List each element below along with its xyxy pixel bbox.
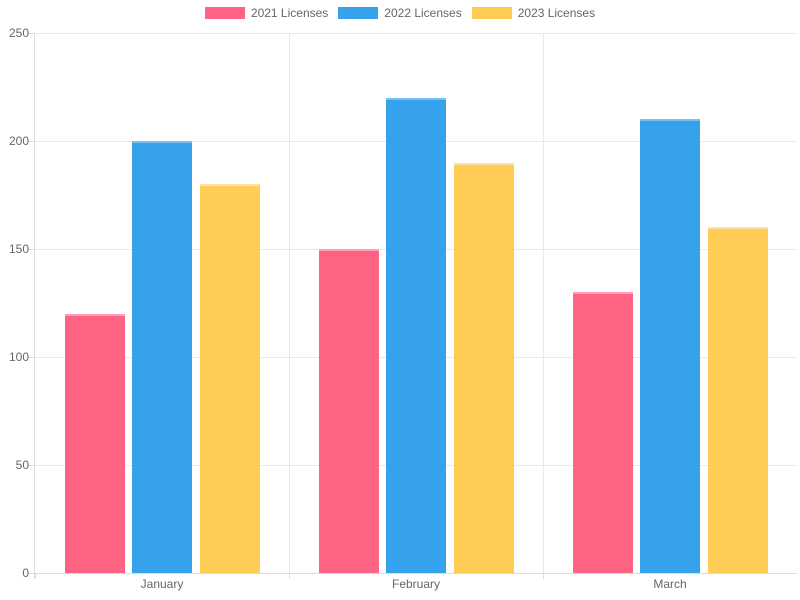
legend-item[interactable]: 2021 Licenses: [204, 6, 329, 20]
legend-swatch: [471, 7, 512, 19]
bar-2023-licenses-february[interactable]: [453, 162, 514, 573]
bar-2022-licenses-march[interactable]: [640, 119, 700, 573]
legend-item[interactable]: 2023 Licenses: [471, 6, 596, 20]
bar-2021-licenses-january[interactable]: [64, 313, 125, 573]
legend-item[interactable]: 2022 Licenses: [338, 6, 462, 20]
plot-area: 0 50 100 150 200 250 January February March: [9, 27, 797, 590]
y-axis-tick: [28, 573, 34, 574]
y-tick-label: 100: [8, 350, 29, 364]
y-axis-tick: [28, 465, 34, 466]
chart-legend: 2021 Licenses 2022 Licenses 2023 Licenses: [0, 7, 800, 19]
y-tick-label: 0: [22, 566, 29, 580]
y-axis-tick: [28, 141, 34, 142]
gridline-horizontal: [35, 33, 797, 34]
x-axis-tick: [543, 573, 544, 579]
x-axis-tick: [35, 573, 36, 579]
bar-2022-licenses-january[interactable]: [132, 141, 192, 573]
legend-label: 2021 Licenses: [250, 6, 329, 20]
bar-2021-licenses-february[interactable]: [318, 249, 379, 573]
bar-2023-licenses-january[interactable]: [199, 184, 260, 573]
y-axis-line: [34, 33, 35, 579]
x-axis-tick: [289, 573, 290, 579]
x-axis-line: [35, 573, 797, 574]
y-tick-label: 200: [8, 134, 29, 148]
gridline-vertical: [543, 33, 544, 573]
y-tick-label: 250: [8, 26, 29, 40]
x-tick-label: January: [140, 577, 184, 591]
y-tick-label: 50: [15, 458, 29, 472]
y-axis-tick: [28, 249, 34, 250]
y-axis-tick: [28, 33, 34, 34]
legend-label: 2022 Licenses: [384, 6, 462, 20]
gridline-vertical: [289, 33, 290, 573]
legend-label: 2023 Licenses: [517, 6, 596, 20]
bar-2021-licenses-march[interactable]: [572, 292, 633, 573]
bar-2022-licenses-february[interactable]: [386, 97, 446, 573]
legend-swatch: [338, 7, 379, 19]
y-tick-label: 150: [8, 242, 29, 256]
x-tick-label: February: [391, 577, 441, 591]
legend-swatch: [204, 7, 245, 19]
x-tick-label: March: [653, 577, 687, 591]
y-axis-tick: [28, 357, 34, 358]
bar-2023-licenses-march[interactable]: [707, 227, 768, 573]
